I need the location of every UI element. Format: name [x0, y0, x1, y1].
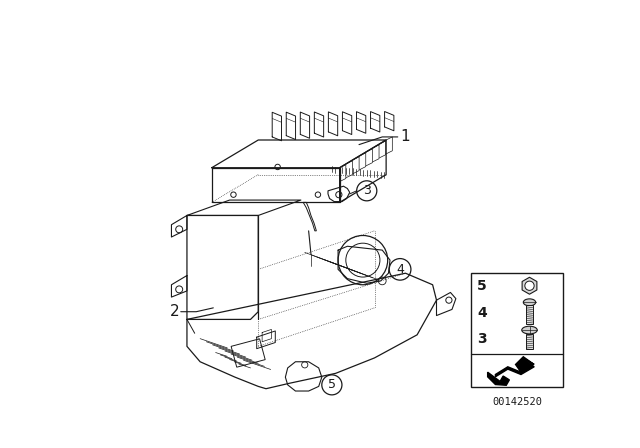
Text: 3: 3: [363, 184, 371, 197]
Ellipse shape: [524, 299, 536, 306]
Text: 3: 3: [477, 332, 487, 346]
Text: 00142520: 00142520: [492, 397, 542, 407]
Text: 2: 2: [170, 304, 179, 319]
Text: 1: 1: [400, 129, 410, 144]
Bar: [472, 273, 563, 387]
Bar: [527, 334, 532, 349]
Bar: [231, 339, 265, 367]
Text: 5: 5: [477, 279, 487, 293]
Circle shape: [525, 281, 534, 290]
Text: 4: 4: [477, 306, 487, 320]
Polygon shape: [522, 277, 537, 294]
Polygon shape: [495, 357, 534, 377]
Text: 5: 5: [328, 379, 336, 392]
Ellipse shape: [522, 326, 537, 334]
Bar: [527, 306, 532, 324]
Text: 4: 4: [396, 263, 404, 276]
Polygon shape: [488, 372, 509, 385]
